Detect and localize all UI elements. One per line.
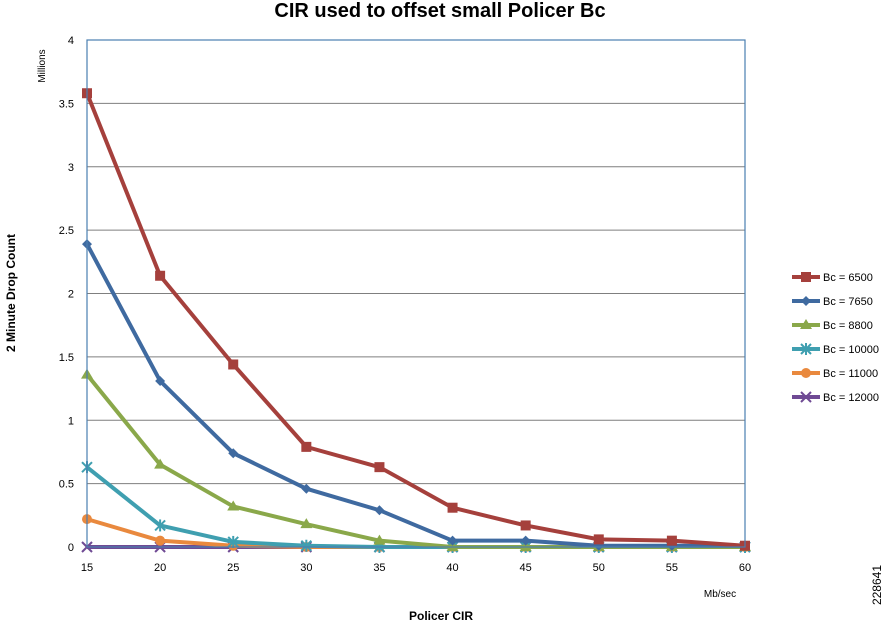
data-point-marker [801,368,811,378]
y-unit-label: Millions [37,49,48,82]
y-tick-label: 0.5 [59,479,74,491]
gridlines [87,102,745,485]
data-point-marker [593,534,604,545]
legend-item: Bc = 12000 [792,391,879,404]
x-unit-label: Mb/sec [704,589,736,600]
data-point-marker [227,535,239,548]
y-tick-label: 1 [68,415,74,427]
series-bc-6500 [82,88,750,551]
data-point-marker [227,500,240,511]
legend-label: Bc = 6500 [823,272,873,284]
y-tick-label: 2.5 [59,225,74,237]
data-point-marker [520,535,531,546]
legend-item: Bc = 8800 [792,319,873,332]
data-point-marker [155,270,166,281]
x-tick-label: 20 [154,562,166,574]
x-axis-title: Policer CIR [409,609,473,623]
data-point-marker [228,359,239,370]
x-tick-label: 15 [81,562,93,574]
data-point-marker [155,535,166,546]
data-point-marker [519,541,532,551]
data-point-marker [666,535,677,546]
y-tick-label: 0 [68,542,74,554]
data-point-marker [301,483,312,494]
data-point-marker [520,520,531,531]
x-tick-label: 25 [227,562,239,574]
y-tick-label: 1.5 [59,352,74,364]
legend-item: Bc = 10000 [792,343,879,356]
legend-item: Bc = 7650 [792,296,873,308]
x-tick-label: 55 [666,562,678,574]
data-point-marker [446,541,459,551]
y-axis-ticks: 0 0.5 1 1.5 2 2.5 3 3.5 4 [59,35,74,554]
data-point-marker [300,518,313,529]
x-tick-label: 50 [593,562,605,574]
data-point-marker [800,343,812,355]
data-point-marker [447,502,458,513]
y-tick-label: 2 [68,289,74,301]
y-tick-label: 3 [68,162,74,174]
data-point-marker [374,505,385,516]
data-point-marker [374,462,385,473]
chart-title: CIR used to offset small Policer Bc [274,0,605,22]
series-line [85,92,746,548]
data-point-marker [447,535,458,546]
data-point-marker [154,519,166,532]
data-point-marker [800,319,812,329]
legend-label: Bc = 7650 [823,296,873,308]
y-tick-label: 3.5 [59,98,74,110]
data-point-marker [155,375,166,386]
data-point-marker [301,441,312,452]
data-point-marker [228,448,239,459]
series-line [85,243,745,548]
data-point-marker [801,272,811,282]
data-point-marker [801,296,811,306]
legend-item: Bc = 11000 [792,368,878,380]
plot-area-border [86,39,746,548]
figure-id: 228641 [870,564,884,605]
y-axis-title: 2 Minute Drop Count [4,234,18,352]
x-tick-label: 45 [520,562,532,574]
data-point-marker [373,534,386,545]
legend-label: Bc = 8800 [823,320,873,332]
legend-label: Bc = 11000 [823,368,878,380]
data-point-marker [300,539,313,552]
series-bc-7650 [82,239,750,551]
legend-label: Bc = 10000 [823,344,879,356]
x-tick-label: 35 [373,562,385,574]
data-point-marker [154,458,167,469]
x-tick-label: 30 [300,562,312,574]
data-point-marker [800,391,812,403]
legend-item: Bc = 6500 [792,272,873,284]
x-axis-ticks: 15 20 25 30 35 40 45 50 55 60 [81,562,751,574]
legend: Bc = 6500 Bc = 7650 Bc = 8800 Bc = 10000 Bc … [792,272,879,404]
legend-label: Bc = 12000 [823,392,879,404]
x-tick-label: 40 [446,562,458,574]
x-tick-label: 60 [739,562,751,574]
y-tick-label: 4 [68,35,74,47]
series-line [85,373,745,549]
